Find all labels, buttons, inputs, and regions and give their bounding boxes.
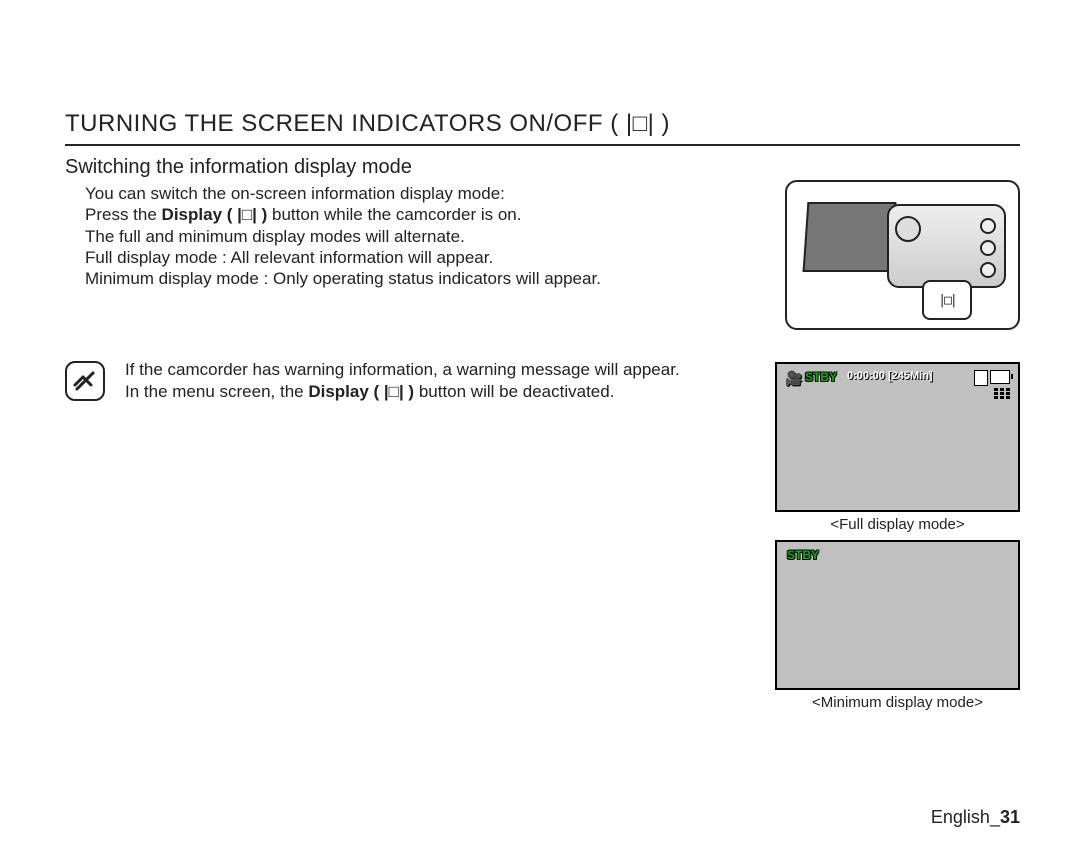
note-block: If the camcorder has warning information… — [65, 359, 785, 402]
lcd-min-display: STBY — [775, 540, 1020, 690]
camcorder-screen-icon — [803, 202, 897, 272]
heading-rule — [65, 144, 1020, 146]
body-text: You can switch the on-screen information… — [85, 183, 785, 289]
footer-page-number: 31 — [1000, 807, 1020, 827]
note-line-2-pre: In the menu screen, the — [125, 382, 308, 401]
body-line-5-post: : Only operating status indicators will … — [259, 269, 601, 288]
note-text: If the camcorder has warning information… — [125, 359, 680, 402]
body-line-4-post: : All relevant information will appear. — [217, 248, 493, 267]
time-label: 0:00:00 [245Min] — [847, 370, 933, 382]
camcorder-controls-icon — [980, 218, 996, 284]
lcd-min-caption: <Minimum display mode> — [775, 694, 1020, 711]
thumbnail-grid-icon — [994, 388, 1010, 400]
section-subheading: Switching the information display mode — [65, 156, 1020, 179]
body-line-2-bold: Display ( |□| ) — [162, 205, 268, 224]
body-line-3: The full and minimum display modes will … — [85, 226, 785, 247]
display-button-callout: |□| — [922, 280, 972, 320]
body-line-2-post: button while the camcorder is on. — [267, 205, 521, 224]
body-line-1: You can switch the on-screen information… — [85, 183, 785, 204]
note-line-1: If the camcorder has warning information… — [125, 359, 680, 380]
page-title: TURNING THE SCREEN INDICATORS ON/OFF ( |… — [65, 110, 1020, 138]
record-mode-icon: 🎥 — [785, 370, 802, 387]
note-line-2-post: button will be deactivated. — [414, 382, 614, 401]
battery-icon — [990, 370, 1010, 384]
note-icon-wrap — [65, 361, 105, 401]
sd-card-icon — [974, 370, 988, 386]
body-line-5-pre: Minimum display mode — [85, 269, 259, 288]
display-glyph-icon: |□| — [938, 293, 955, 308]
camcorder-illustration: |□| — [785, 180, 1020, 330]
body-line-2-pre: Press the — [85, 205, 162, 224]
manual-page: TURNING THE SCREEN INDICATORS ON/OFF ( |… — [0, 0, 1080, 868]
stby-label-min: STBY — [787, 548, 819, 562]
body-line-4-pre: Full display mode — [85, 248, 217, 267]
lcd-full-caption: <Full display mode> — [775, 516, 1020, 533]
page-footer: English_31 — [931, 807, 1020, 828]
note-icon — [65, 361, 105, 401]
body-line-2: Press the Display ( |□| ) button while t… — [85, 204, 785, 225]
footer-separator: _ — [990, 807, 1000, 827]
footer-language: English — [931, 807, 990, 827]
camcorder-lens-icon — [895, 216, 921, 242]
note-line-2-bold: Display ( |□| ) — [308, 382, 414, 401]
note-line-2: In the menu screen, the Display ( |□| ) … — [125, 381, 680, 402]
body-line-5: Minimum display mode : Only operating st… — [85, 268, 785, 289]
lcd-full-display: 🎥 STBY 0:00:00 [245Min] — [775, 362, 1020, 512]
stby-label-full: STBY — [805, 370, 837, 384]
body-line-4: Full display mode : All relevant informa… — [85, 247, 785, 268]
